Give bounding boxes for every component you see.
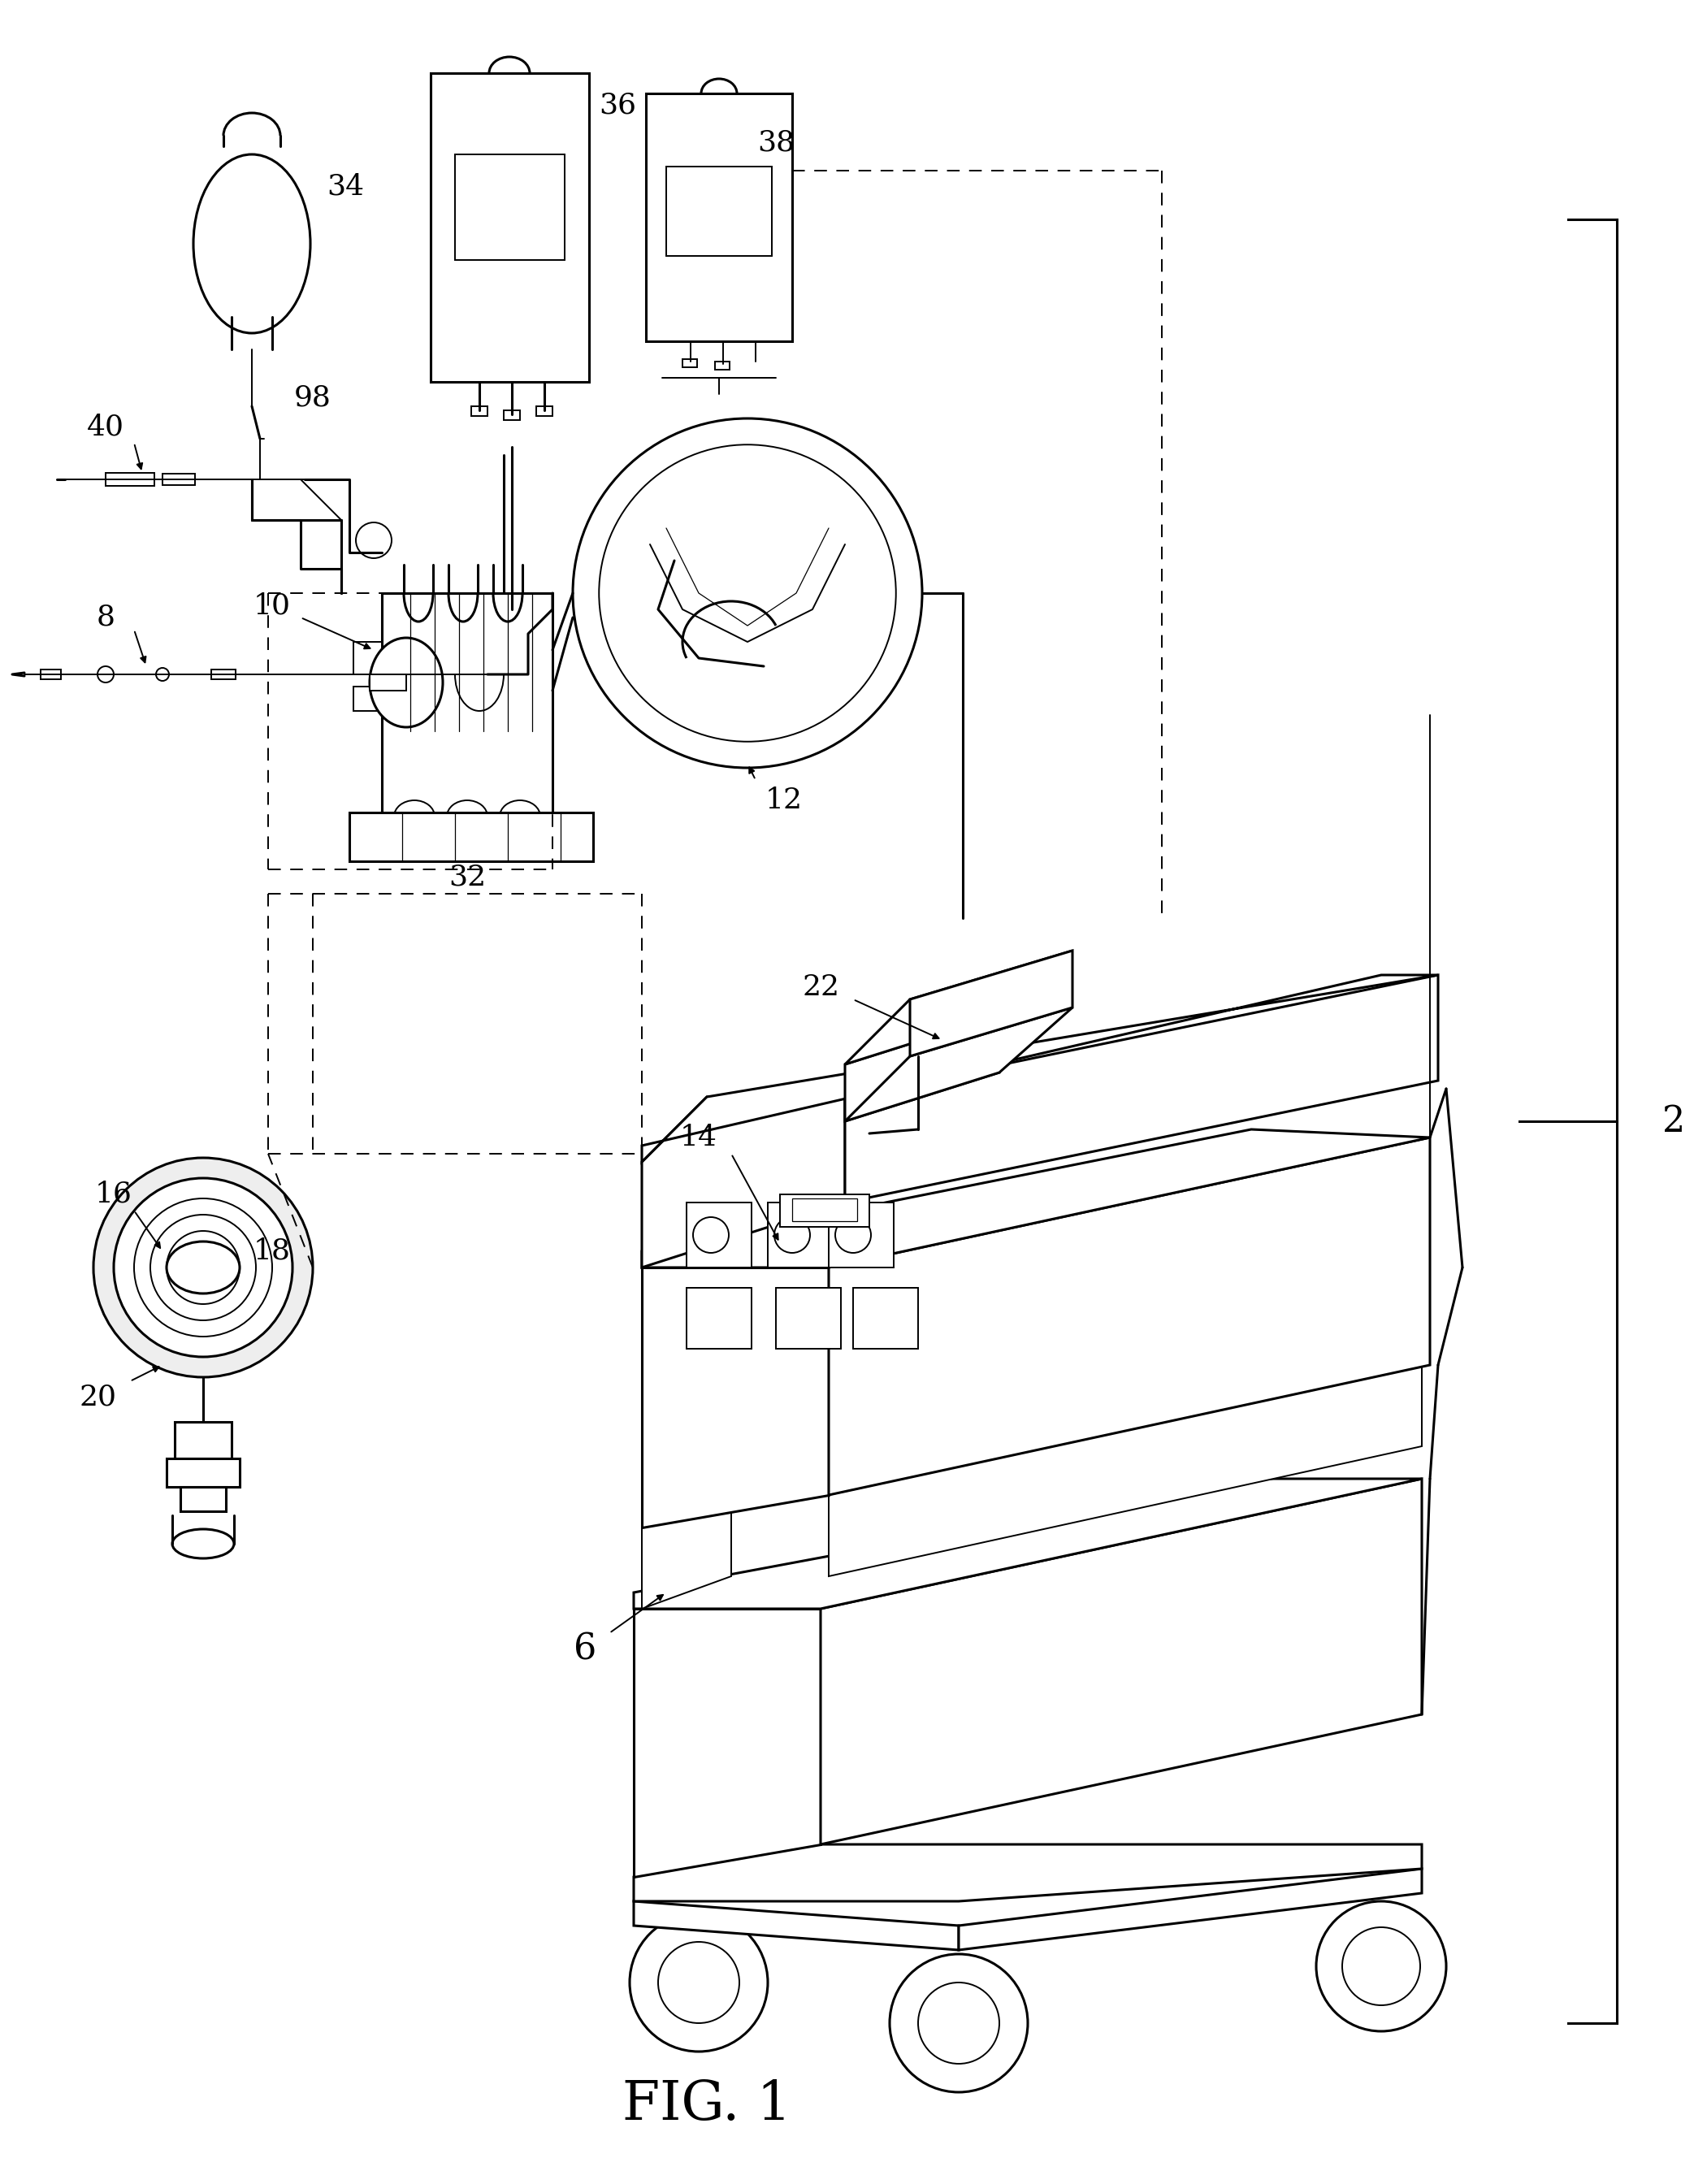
- Bar: [645, 94, 792, 341]
- Bar: [212, 670, 236, 679]
- Bar: [353, 642, 382, 675]
- Bar: [181, 1487, 225, 1511]
- Polygon shape: [845, 1007, 1072, 1120]
- Text: 16: 16: [96, 1182, 133, 1208]
- Bar: [715, 363, 729, 369]
- Polygon shape: [845, 1016, 999, 1120]
- Polygon shape: [642, 1096, 845, 1267]
- Bar: [350, 812, 592, 860]
- Text: 12: 12: [765, 786, 802, 815]
- Bar: [792, 1199, 857, 1221]
- Ellipse shape: [172, 1529, 234, 1559]
- Ellipse shape: [500, 799, 541, 832]
- Bar: [828, 1203, 894, 1267]
- Circle shape: [693, 1216, 729, 1254]
- Text: 34: 34: [326, 173, 364, 201]
- Circle shape: [775, 1216, 811, 1254]
- Polygon shape: [821, 1479, 1422, 1843]
- Ellipse shape: [370, 638, 442, 727]
- Circle shape: [114, 1177, 292, 1356]
- Circle shape: [1342, 1926, 1420, 2005]
- Bar: [430, 72, 589, 382]
- Text: 14: 14: [679, 1125, 717, 1151]
- Circle shape: [1316, 1902, 1446, 2031]
- Polygon shape: [642, 1129, 1430, 1267]
- Polygon shape: [910, 950, 1072, 1057]
- Polygon shape: [642, 1496, 731, 1610]
- Bar: [686, 1289, 751, 1350]
- Bar: [174, 1422, 232, 1459]
- Ellipse shape: [193, 155, 311, 334]
- Bar: [162, 474, 195, 485]
- Circle shape: [630, 1913, 768, 2051]
- Circle shape: [155, 668, 169, 681]
- Circle shape: [574, 419, 922, 769]
- Text: 8: 8: [96, 603, 114, 631]
- Bar: [370, 675, 406, 690]
- Text: 22: 22: [802, 974, 840, 1000]
- Text: 20: 20: [79, 1385, 116, 1411]
- Polygon shape: [828, 1138, 1430, 1496]
- Text: 98: 98: [294, 384, 331, 413]
- Bar: [353, 686, 382, 712]
- Circle shape: [889, 1955, 1028, 2092]
- Circle shape: [94, 1158, 312, 1378]
- Bar: [768, 1203, 833, 1267]
- Ellipse shape: [167, 1241, 239, 1293]
- Bar: [456, 155, 565, 260]
- Text: 38: 38: [758, 129, 795, 155]
- Bar: [382, 594, 553, 828]
- Circle shape: [97, 666, 114, 681]
- Bar: [686, 1203, 751, 1267]
- Polygon shape: [828, 1365, 1422, 1577]
- Polygon shape: [845, 974, 1437, 1203]
- Text: FIG. 1: FIG. 1: [623, 2077, 792, 2132]
- Text: 32: 32: [449, 863, 486, 891]
- Bar: [683, 358, 696, 367]
- Circle shape: [167, 1232, 239, 1304]
- Circle shape: [150, 1214, 256, 1321]
- Text: 10: 10: [254, 592, 290, 618]
- Bar: [471, 406, 488, 415]
- Polygon shape: [633, 1902, 959, 1950]
- Bar: [167, 1459, 239, 1487]
- Circle shape: [835, 1216, 871, 1254]
- Polygon shape: [633, 1843, 1422, 1902]
- Polygon shape: [642, 1267, 828, 1527]
- Polygon shape: [845, 950, 1072, 1064]
- Bar: [106, 474, 154, 485]
- Circle shape: [659, 1942, 739, 2022]
- Circle shape: [355, 522, 391, 559]
- Bar: [666, 166, 772, 256]
- Bar: [536, 406, 553, 415]
- Text: 36: 36: [599, 92, 637, 120]
- Bar: [41, 670, 61, 679]
- Bar: [504, 411, 521, 419]
- Polygon shape: [642, 974, 1437, 1162]
- Text: 2: 2: [1663, 1103, 1685, 1138]
- Bar: [854, 1289, 918, 1350]
- Polygon shape: [959, 1870, 1422, 1950]
- Text: 40: 40: [87, 413, 125, 441]
- Bar: [777, 1289, 842, 1350]
- Circle shape: [918, 1983, 999, 2064]
- Text: 6: 6: [574, 1631, 596, 1666]
- Polygon shape: [633, 1610, 821, 1876]
- Ellipse shape: [394, 799, 435, 832]
- Circle shape: [599, 446, 896, 743]
- Ellipse shape: [447, 799, 488, 832]
- Polygon shape: [633, 1479, 1422, 1610]
- Circle shape: [135, 1199, 271, 1337]
- Bar: [780, 1195, 869, 1227]
- Text: 18: 18: [254, 1238, 290, 1265]
